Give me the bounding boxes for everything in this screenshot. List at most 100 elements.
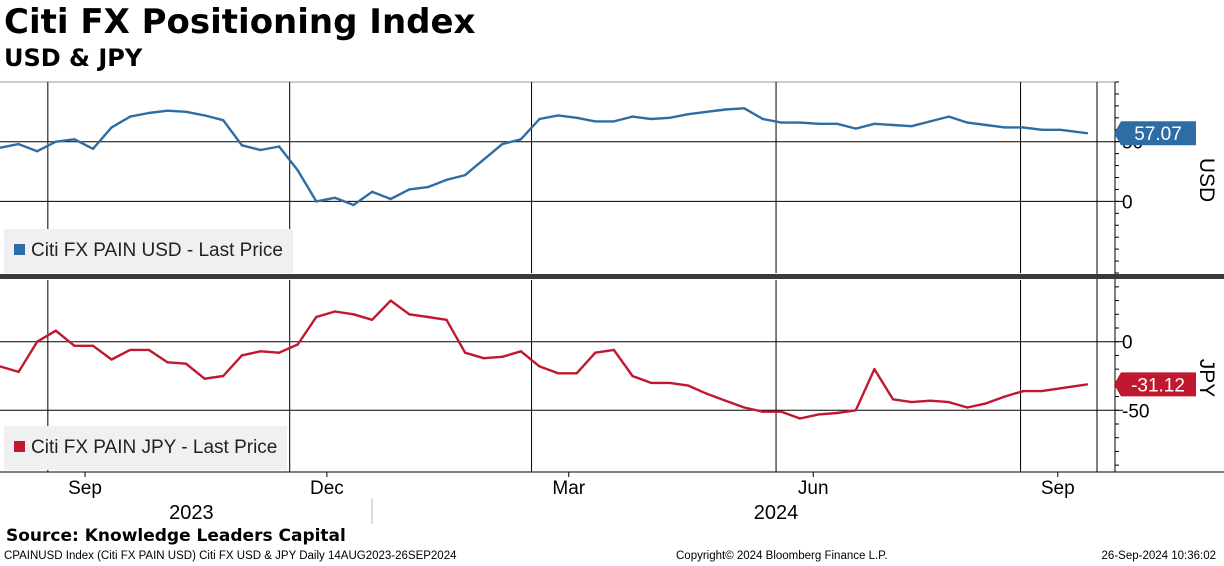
usd-axis-title: USD	[1195, 158, 1218, 202]
usd-data-point	[1059, 128, 1062, 131]
x-tick-label-3: Jun	[798, 478, 829, 499]
usd-data-point	[463, 173, 467, 177]
usd-data-point	[817, 122, 820, 126]
jpy-data-point	[761, 410, 764, 413]
jpy-data-point	[966, 406, 969, 409]
usd-data-point	[296, 169, 299, 172]
footer-left: CPAINUSD Index (Citi FX PAIN USD) Citi F…	[4, 550, 457, 562]
jpy-data-point	[873, 367, 876, 371]
jpy-data-point	[984, 402, 988, 405]
jpy-data-point	[296, 343, 299, 346]
jpy-data-point	[184, 362, 188, 365]
jpy-data-point	[0, 365, 2, 368]
usd-data-point	[687, 113, 690, 116]
usd-data-point	[315, 200, 318, 203]
source-note: Source: Knowledge Leaders Capital	[6, 526, 346, 546]
usd-data-point	[333, 196, 337, 199]
usd-data-point	[947, 115, 950, 118]
usd-data-point	[519, 138, 523, 141]
jpy-data-point	[649, 381, 653, 385]
jpy-data-point	[333, 310, 337, 313]
usd-data-point	[389, 197, 392, 201]
jpy-data-point	[836, 411, 839, 415]
usd-data-point	[36, 150, 39, 153]
jpy-data-point	[463, 351, 467, 354]
x-tick-label-0: Sep	[68, 478, 102, 499]
x-tick-label-1: Dec	[310, 478, 344, 499]
usd-legend-swatch	[14, 244, 25, 255]
jpy-data-point	[854, 409, 857, 412]
jpy-data-point	[538, 365, 541, 368]
jpy-data-point	[147, 348, 150, 352]
usd-data-point	[203, 114, 206, 117]
usd-data-point	[668, 116, 671, 120]
usd-data-point	[501, 142, 504, 146]
usd-data-point	[240, 144, 244, 147]
usd-data-point	[649, 117, 653, 121]
jpy-legend-label: Citi FX PAIN JPY - Last Price	[31, 437, 278, 458]
jpy-data-point	[668, 381, 671, 385]
usd-data-point	[910, 125, 913, 128]
jpy-data-point	[798, 417, 802, 420]
jpy-data-point	[631, 374, 634, 378]
jpy-data-point	[203, 377, 206, 380]
jpy-data-point	[17, 370, 20, 374]
jpy-data-point	[389, 299, 392, 302]
usd-data-point	[277, 145, 281, 148]
jpy-data-point	[817, 413, 820, 416]
jpy-data-point	[556, 372, 560, 375]
jpy-data-point	[426, 315, 430, 319]
usd-data-point	[352, 203, 355, 207]
usd-data-point	[854, 127, 857, 130]
usd-data-point	[91, 147, 95, 150]
jpy-data-point	[110, 358, 113, 361]
jpy-data-point	[54, 329, 57, 332]
jpy-ytick-label-0: 0	[1122, 333, 1133, 354]
jpy-data-point	[370, 318, 374, 321]
usd-data-point	[1085, 132, 1089, 135]
jpy-data-point	[910, 400, 913, 404]
jpy-data-point	[501, 355, 504, 358]
usd-data-point	[1022, 126, 1025, 129]
usd-data-point	[1040, 128, 1044, 131]
usd-data-point	[984, 123, 988, 127]
jpy-last-value-label: -31.12	[1131, 375, 1185, 396]
jpy-data-point	[575, 372, 578, 375]
usd-data-point	[743, 107, 746, 110]
jpy-data-point	[687, 384, 690, 387]
usd-legend: Citi FX PAIN USD - Last Price	[4, 229, 293, 273]
jpy-legend-swatch	[14, 441, 25, 452]
usd-data-point	[705, 110, 709, 114]
chart-title: Citi FX Positioning Index	[4, 2, 476, 42]
jpy-data-point	[91, 344, 95, 347]
usd-data-point	[836, 122, 839, 126]
jpy-data-point	[1085, 383, 1089, 386]
jpy-data-point	[1003, 395, 1006, 398]
jpy-data-point	[222, 374, 225, 378]
jpy-data-point	[277, 351, 281, 354]
usd-last-value-label: 57.07	[1134, 124, 1182, 145]
jpy-data-point	[705, 392, 709, 395]
chart-subtitle: USD & JPY	[4, 44, 143, 72]
jpy-data-point	[1040, 389, 1044, 393]
jpy-axis-title: JPY	[1195, 359, 1218, 398]
usd-data-point	[426, 185, 430, 189]
footer-right: 26-Sep-2024 10:36:02	[1101, 550, 1216, 562]
usd-data-point	[166, 109, 169, 112]
jpy-data-point	[1022, 389, 1025, 393]
usd-data-point	[556, 114, 560, 117]
x-tick-label-4: Sep	[1041, 478, 1075, 499]
jpy-series-line	[0, 299, 1088, 420]
jpy-data-point	[240, 354, 244, 357]
jpy-data-point	[445, 318, 448, 321]
usd-data-point	[780, 121, 783, 124]
jpy-data-point	[947, 400, 950, 404]
jpy-ytick-label-1: -50	[1122, 401, 1149, 422]
jpy-data-point	[408, 313, 411, 316]
usd-data-point	[147, 111, 150, 115]
year-label-0: 2023	[169, 502, 214, 524]
usd-data-point	[594, 120, 597, 123]
jpy-data-point	[891, 398, 895, 401]
jpy-data-point	[166, 361, 169, 364]
